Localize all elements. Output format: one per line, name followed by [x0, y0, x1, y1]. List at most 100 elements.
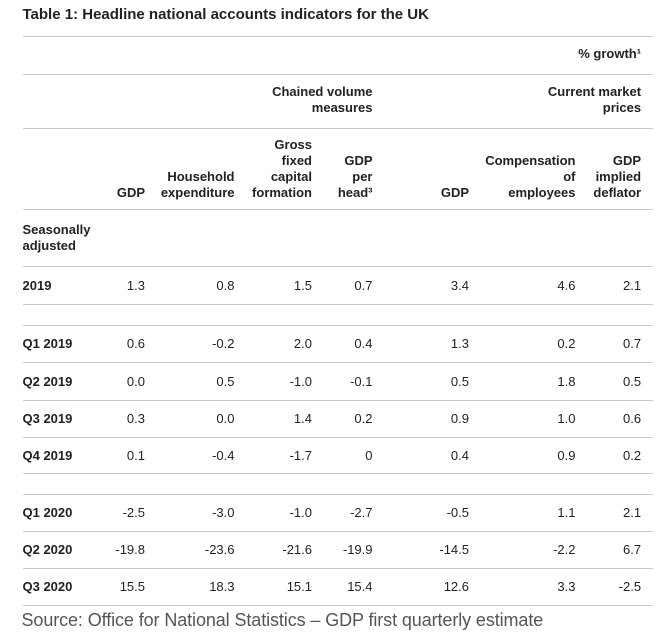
row-label: Q3 2020	[22, 578, 73, 594]
empty-cell	[23, 305, 113, 326]
table-row: Q2 2019 0.0 0.5 -1.0 -0.1 0.5 1.8 0.5	[22, 363, 654, 401]
source-note: Source: Office for National Statistics –…	[21, 610, 544, 631]
column-header: Household expenditure	[160, 169, 235, 201]
table-row: Q1 2020 -2.5 -3.0 -1.0 -2.7 -0.5 1.1 2.1	[22, 495, 654, 532]
value-cell: -23.6	[204, 541, 235, 557]
group-header-label: Current market prices	[547, 84, 642, 116]
value-cell: 4.6	[557, 277, 576, 293]
empty-cell	[247, 305, 325, 326]
value-cell: 1.5	[293, 277, 312, 293]
section-label-row: Seasonally adjusted	[22, 209, 654, 267]
value-cell: -14.5	[439, 541, 469, 557]
column-header: Gross fixed capital formation	[252, 137, 312, 201]
empty-cell	[481, 305, 588, 326]
value-cell: 3.3	[557, 578, 576, 594]
empty-cell	[324, 305, 385, 326]
value-cell: 2.0	[293, 336, 312, 352]
row-label: Q1 2019	[22, 336, 73, 352]
table-title: Table 1: Headline national accounts indi…	[22, 5, 429, 23]
value-cell: 0.8	[216, 277, 235, 293]
column-header-row: GDP Household expenditure Gross fixed capi…	[22, 128, 654, 210]
table-row: Q3 2019 0.3 0.0 1.4 0.2 0.9 1.0 0.6	[22, 400, 654, 438]
table-row: Q2 2020 -19.8 -23.6 -21.6 -19.9 -14.5 -2.2 6.7	[22, 532, 654, 569]
empty-cell	[481, 474, 588, 495]
column-header: GDP implied deflator	[593, 153, 642, 201]
value-cell: 0.9	[557, 447, 576, 463]
empty-cell	[113, 474, 158, 495]
empty-cell	[385, 305, 482, 326]
unit-note-row: % growth¹	[22, 36, 654, 74]
value-cell: -2.5	[618, 578, 642, 594]
value-cell: -19.8	[115, 541, 145, 557]
value-cell: -3.0	[212, 505, 235, 521]
column-header: GDP	[440, 185, 469, 201]
group-header-row: Chained volume measures Current market p…	[22, 74, 654, 129]
value-cell: 15.5	[119, 578, 145, 594]
column-header: GDP	[116, 185, 145, 201]
value-cell: 0.5	[216, 373, 235, 389]
table-row: Q4 2019 0.1 -0.4 -1.7 0 0.4 0.9 0.2	[22, 438, 654, 474]
value-cell: 15.1	[286, 578, 312, 594]
table-row: Q1 2019 0.6 -0.2 2.0 0.4 1.3 0.2 0.7	[22, 326, 654, 363]
column-header: Compensation of employees	[481, 128, 588, 209]
value-cell: -0.2	[212, 336, 235, 352]
empty-cell	[157, 209, 247, 267]
spacer-row	[22, 305, 654, 326]
empty-cell	[113, 209, 158, 267]
value-cell: 0.4	[354, 336, 373, 352]
row-label: 2019	[22, 277, 52, 293]
value-cell: 0.5	[623, 373, 642, 389]
spacer-row	[22, 474, 654, 495]
value-cell: -2.5	[122, 505, 145, 521]
value-cell: 1.3	[126, 277, 145, 293]
empty-cell	[23, 128, 113, 209]
value-cell: 0.6	[126, 336, 145, 352]
value-cell: 1.4	[293, 411, 312, 427]
value-cell: 0.2	[354, 411, 373, 427]
row-label: Q2 2020	[22, 541, 73, 557]
column-header-label: Compensation of employees	[485, 153, 576, 201]
row-label: Q3 2019	[22, 411, 73, 427]
empty-cell	[157, 474, 247, 495]
value-cell: -1.7	[289, 447, 312, 463]
empty-cell	[324, 209, 385, 267]
empty-cell	[385, 474, 482, 495]
value-cell: 2.1	[623, 505, 642, 521]
value-cell: 2.1	[623, 277, 642, 293]
section-label: Seasonally adjusted	[22, 222, 91, 254]
row-label: Q1 2020	[22, 505, 73, 521]
empty-cell	[588, 305, 654, 326]
empty-cell	[247, 209, 325, 267]
column-header: GDP per head³	[337, 153, 373, 201]
empty-cell	[588, 209, 654, 267]
value-cell: 18.3	[209, 578, 235, 594]
value-cell: 0.5	[450, 373, 469, 389]
value-cell: -0.1	[350, 373, 373, 389]
value-cell: 12.6	[443, 578, 469, 594]
group-header-chained-volume: Chained volume measures	[23, 74, 385, 128]
table-row: Q3 2020 15.5 18.3 15.1 15.4 12.6 3.3 -2.5	[22, 568, 654, 606]
value-cell: 0.7	[354, 277, 373, 293]
value-cell: 3.4	[450, 277, 469, 293]
group-header-current-prices: Current market prices	[385, 74, 654, 128]
empty-cell	[247, 474, 325, 495]
empty-cell	[588, 474, 654, 495]
row-label: Q4 2019	[22, 447, 73, 463]
value-cell: 0.6	[623, 411, 642, 427]
unit-note: % growth¹	[578, 45, 642, 61]
empty-cell	[113, 305, 158, 326]
empty-cell	[157, 305, 247, 326]
value-cell: -1.0	[289, 373, 312, 389]
value-cell: -0.4	[212, 447, 235, 463]
value-cell: 0.0	[216, 411, 235, 427]
value-cell: 0.1	[126, 447, 145, 463]
value-cell: 0.2	[623, 447, 642, 463]
empty-cell	[481, 209, 588, 267]
value-cell: -0.5	[446, 505, 469, 521]
value-cell: 0	[365, 447, 373, 463]
national-accounts-table: % growth¹ Chained volume measures Curren…	[22, 35, 654, 607]
value-cell: 0.9	[450, 411, 469, 427]
value-cell: 1.8	[557, 373, 576, 389]
value-cell: -2.2	[553, 541, 576, 557]
value-cell: 1.1	[557, 505, 576, 521]
